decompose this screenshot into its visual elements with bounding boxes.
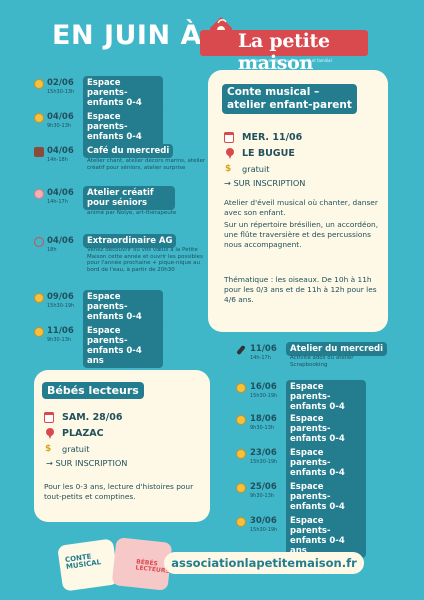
- card-text: Sur un répertoire brésilien, un accordéo…: [224, 220, 379, 249]
- smiley-icon: [236, 483, 246, 493]
- event-signup: → SUR INSCRIPTION: [224, 178, 306, 188]
- card-title: Conte musical – atelier enfant-parent: [222, 84, 357, 114]
- microphone-icon: [236, 344, 246, 356]
- event-date: 04/06: [47, 236, 74, 246]
- event-date: 23/06: [250, 448, 277, 458]
- event-hours: 15h30-19h: [47, 303, 75, 309]
- ring-icon: [34, 237, 44, 247]
- event-hours: 15h30-19h: [250, 393, 278, 399]
- event-date: 16/06: [250, 382, 277, 392]
- smiley-icon: [236, 383, 246, 393]
- event-hours: 9h30-13h: [250, 425, 275, 431]
- event-title: Café du mercredi: [83, 144, 174, 158]
- event-title: Espace parents-enfants 0-4 ans: [83, 324, 163, 368]
- card-title: Bébés lecteurs: [42, 382, 144, 399]
- event-date: 04/06: [47, 188, 74, 198]
- event-hours: 14h-18h: [47, 157, 68, 163]
- event-date: MER. 11/06: [242, 132, 303, 143]
- logo: La petite maison association de soutien …: [200, 10, 370, 74]
- coffee-cup-icon: [34, 147, 44, 157]
- event-hours: 9h30-13h: [47, 123, 72, 129]
- footer-thumbnails: CONTE MUSICAL BÉBÉS LECTEURS: [57, 537, 173, 593]
- event-hours: 14h-17h: [47, 199, 68, 205]
- smiley-icon: [34, 113, 44, 123]
- event-date: 18/06: [250, 414, 277, 424]
- event-date: SAM. 28/06: [62, 412, 123, 423]
- event-hours: 15h30-19h: [250, 459, 278, 465]
- event-date: 11/06: [250, 344, 277, 354]
- logo-subtitle: association de soutien au lien social et…: [238, 58, 332, 63]
- event-price: gratuit: [242, 164, 270, 174]
- calendar-icon: [224, 132, 234, 143]
- event-hours: 15h30-19h: [250, 527, 278, 533]
- event-description: Venez découvrir ou vos vœux à la Petite …: [87, 247, 203, 273]
- bebes-lecteurs-card: Bébés lecteurs SAM. 28/06 PLAZAC $ gratu…: [34, 370, 210, 522]
- event-description: Atelier chant, atelier décors marins, at…: [87, 158, 206, 171]
- euro-coin-icon: $: [45, 444, 52, 454]
- event-title: Atelier créatif pour séniors: [83, 186, 175, 210]
- event-title: Espace parents-enfants 0-4 ans: [286, 514, 366, 558]
- card-title-line: Conte musical –: [227, 86, 320, 98]
- event-date: 25/06: [250, 482, 277, 492]
- website-link[interactable]: associationlapetitemaison.fr: [164, 552, 364, 574]
- logo-name: La petite maison: [238, 30, 330, 74]
- smiley-icon: [34, 327, 44, 337]
- card-title-line: atelier enfant-parent: [227, 99, 352, 111]
- event-hours: 9h30-13h: [250, 493, 275, 499]
- event-signup: → SUR INSCRIPTION: [46, 458, 128, 468]
- location-pin-icon: [46, 428, 54, 439]
- event-price: gratuit: [62, 444, 90, 454]
- event-description: Activité ados ou atelier Scrapbooking: [290, 355, 354, 368]
- conte-musical-card: Conte musical – atelier enfant-parent ME…: [208, 70, 388, 332]
- location-pin-icon: [226, 148, 234, 159]
- thumbnail-label: CONTE MUSICAL: [64, 552, 102, 572]
- card-text: Pour les 0-3 ans, lecture d'histoires po…: [44, 482, 194, 501]
- event-date: 02/06: [47, 78, 74, 88]
- senior-face-icon: [34, 189, 44, 199]
- event-hours: 9h30-13h: [47, 337, 72, 343]
- smiley-icon: [34, 293, 44, 303]
- event-place: LE BUGUE: [242, 148, 295, 159]
- smiley-icon: [34, 79, 44, 89]
- event-title: Atelier du mercredi: [286, 342, 388, 356]
- event-hours: 18h: [47, 247, 57, 253]
- conte-musical-thumbnail: CONTE MUSICAL: [57, 538, 119, 592]
- logo-banner: [200, 30, 368, 56]
- calendar-icon: [44, 412, 54, 423]
- smiley-icon: [236, 415, 246, 425]
- event-description: animé par Nolye, art-thérapeute: [87, 210, 177, 216]
- event-date: 09/06: [47, 292, 74, 302]
- event-date: 04/06: [47, 112, 74, 122]
- event-date: 04/06: [47, 146, 74, 156]
- page-title: EN JUIN À: [52, 20, 202, 51]
- smiley-icon: [236, 449, 246, 459]
- smiley-icon: [236, 517, 246, 527]
- card-theme: Thématique : les oiseaux. De 10h à 11h p…: [224, 275, 377, 304]
- event-place: PLAZAC: [62, 428, 104, 439]
- event-hours: 14h-17h: [250, 355, 271, 361]
- event-date: 11/06: [47, 326, 74, 336]
- event-hours: 15h30-13h: [47, 89, 75, 95]
- footer: CONTE MUSICAL BÉBÉS LECTEURS association…: [0, 530, 424, 600]
- event-date: 30/06: [250, 516, 277, 526]
- card-text: Atelier d'éveil musical où chanter, dans…: [224, 198, 378, 217]
- euro-coin-icon: $: [225, 164, 232, 174]
- event-title: Extraordinaire AG: [83, 234, 177, 248]
